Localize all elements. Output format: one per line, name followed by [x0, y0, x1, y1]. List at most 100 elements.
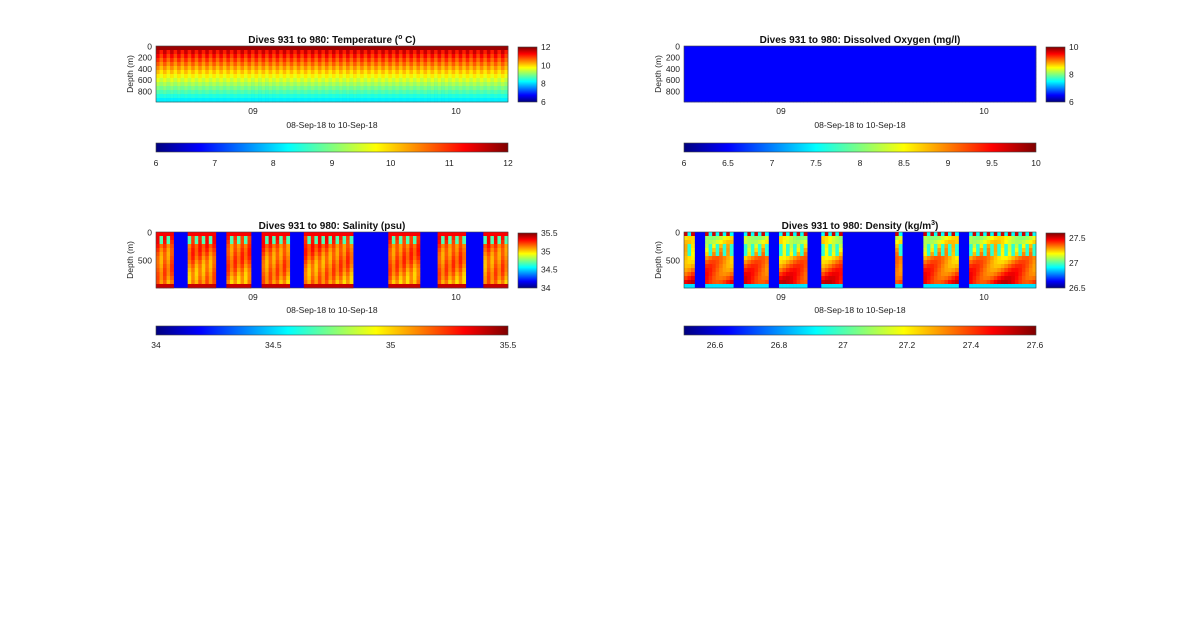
heatmap-cell	[870, 62, 875, 67]
heatmap-cell	[265, 252, 269, 257]
heatmap-cell	[261, 66, 266, 71]
heatmap-cell	[205, 272, 210, 277]
heatmap-cell	[803, 46, 808, 51]
heatmap-cell	[1000, 78, 1005, 83]
heatmap-cell	[1018, 86, 1023, 91]
heatmap-cell	[486, 66, 491, 71]
heatmap-cell	[500, 264, 505, 269]
heatmap-cell	[279, 82, 284, 87]
heatmap-cell	[761, 244, 766, 249]
heatmap-cell	[916, 66, 921, 71]
x-tick-label: 09	[248, 292, 258, 302]
heatmap-cell	[743, 86, 748, 91]
heatmap-cell	[856, 58, 861, 63]
heatmap-cell	[796, 58, 801, 63]
heatmap-cell	[324, 98, 329, 103]
hcolorbar-tick-label: 8.5	[898, 158, 910, 168]
heatmap-cell	[328, 260, 333, 265]
heatmap-cell	[170, 66, 174, 71]
heatmap-cell	[743, 94, 748, 99]
heatmap-cell	[835, 244, 840, 249]
heatmap-cell	[321, 78, 326, 83]
heatmap-cell	[268, 78, 273, 83]
heatmap-cell	[420, 54, 424, 59]
heatmap-cell	[166, 66, 171, 71]
heatmap-cell	[405, 58, 410, 63]
heatmap-cell	[694, 98, 699, 103]
heatmap-cell	[303, 244, 308, 249]
heatmap-cell	[1004, 248, 1009, 253]
heatmap-cell	[402, 78, 407, 83]
heatmap-cell	[286, 240, 291, 245]
heatmap-cell	[332, 58, 336, 63]
heatmap-cell	[986, 268, 991, 273]
heatmap-cell	[493, 256, 498, 261]
heatmap-cell	[919, 82, 924, 87]
heatmap-cell	[247, 248, 252, 253]
heatmap-cell	[159, 280, 164, 285]
heatmap-cell	[472, 78, 477, 83]
heatmap-cell	[226, 70, 231, 75]
heatmap-cell	[173, 54, 178, 59]
heatmap-cell	[821, 74, 826, 79]
heatmap-cell	[1004, 90, 1009, 95]
heatmap-cell	[743, 272, 748, 277]
heatmap-cell	[916, 74, 921, 79]
heatmap-cell	[898, 256, 903, 261]
heatmap-cell	[184, 50, 188, 55]
heatmap-cell	[895, 244, 900, 249]
heatmap-cell	[740, 82, 745, 87]
heatmap-cell	[803, 74, 808, 79]
heatmap-cell	[828, 284, 833, 289]
heatmap-cell	[743, 98, 748, 103]
heatmap-cell	[486, 98, 491, 103]
heatmap-cell	[838, 272, 843, 277]
heatmap-cell	[420, 98, 424, 103]
heatmap-cell	[955, 252, 959, 257]
heatmap-cell	[842, 78, 847, 83]
heatmap-cell	[715, 50, 720, 55]
heatmap-cell	[764, 74, 769, 79]
heatmap-cell	[867, 82, 871, 87]
heatmap-cell	[979, 78, 984, 83]
heatmap-cell	[779, 280, 783, 285]
x-tick-label: 09	[776, 106, 786, 116]
heatmap-cell	[754, 82, 759, 87]
heatmap-cell	[317, 66, 322, 71]
heatmap-cell	[180, 74, 185, 79]
heatmap-cell	[715, 280, 720, 285]
heatmap-cell	[441, 58, 445, 63]
heatmap-cell	[395, 268, 400, 273]
heatmap-cell	[1032, 82, 1037, 87]
heatmap-cell	[972, 284, 977, 289]
heatmap-cell	[441, 268, 445, 273]
heatmap-cell	[969, 236, 973, 241]
heatmap-cell	[483, 62, 488, 67]
heatmap-cell	[824, 66, 829, 71]
heatmap-cell	[265, 280, 269, 285]
heatmap-cell	[993, 58, 998, 63]
heatmap-cell	[437, 50, 442, 55]
heatmap-cell	[476, 98, 481, 103]
heatmap-cell	[1014, 70, 1019, 75]
heatmap-cell	[462, 240, 467, 245]
heatmap-cell	[715, 54, 720, 59]
heatmap-cell	[824, 78, 829, 83]
heatmap-cell	[247, 272, 252, 277]
heatmap-cell	[782, 276, 787, 281]
heatmap-cell	[948, 82, 952, 87]
heatmap-cell	[691, 276, 695, 281]
heatmap-cell	[712, 82, 716, 87]
heatmap-cell	[962, 54, 966, 59]
heatmap-cell	[244, 248, 248, 253]
heatmap-cell	[156, 94, 160, 99]
y-tick-label: 400	[138, 64, 152, 74]
heatmap-cell	[803, 240, 808, 245]
heatmap-cell	[247, 90, 252, 95]
heatmap-cell	[955, 94, 959, 99]
heatmap-cell	[993, 264, 998, 269]
heatmap-cell	[719, 90, 724, 95]
heatmap-cell	[694, 66, 699, 71]
heatmap-cell	[736, 66, 741, 71]
heatmap-cell	[772, 78, 776, 83]
